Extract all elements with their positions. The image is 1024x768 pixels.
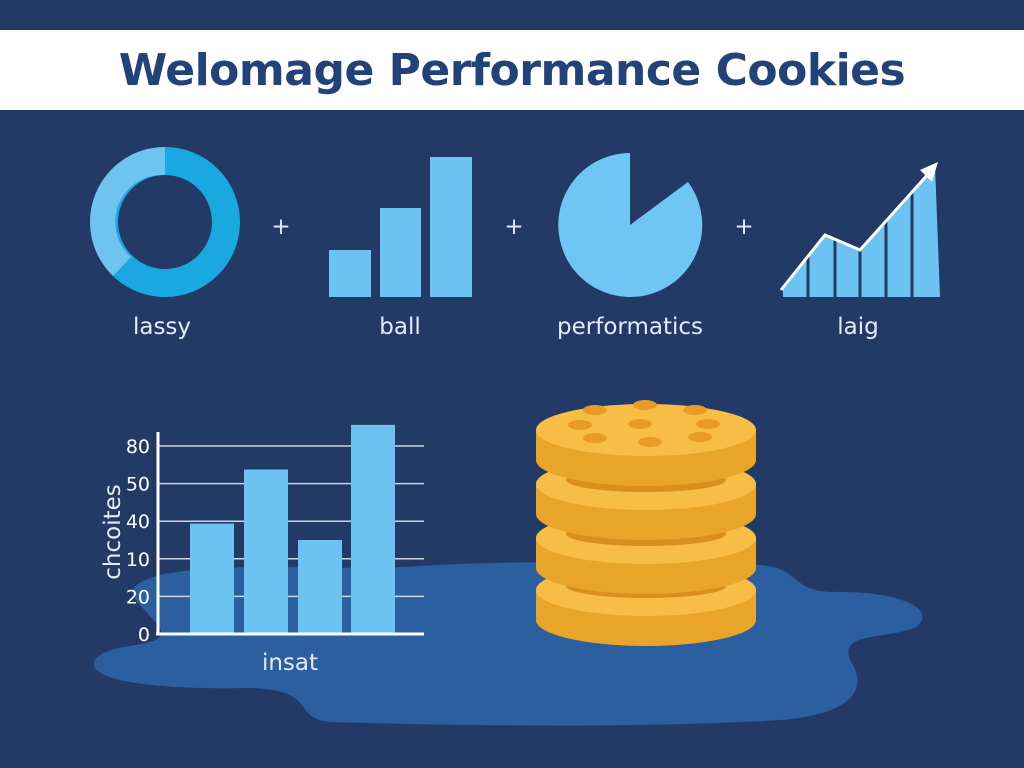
cookie-hole — [568, 420, 592, 430]
y-tick-label: 20 — [126, 586, 150, 608]
cookie-hole — [628, 419, 652, 429]
y-tick-label: 0 — [138, 624, 150, 646]
page-title: Welomage Performance Cookies — [118, 44, 906, 96]
cookie-hole — [688, 432, 712, 442]
plus-separator: + — [734, 214, 753, 240]
bar-chart: 0 20 10 40 50 80 insat chcoites — [100, 424, 424, 676]
x-axis-label: insat — [262, 650, 318, 676]
donut-chart-icon — [90, 147, 240, 297]
cookie-hole — [633, 400, 657, 410]
icon-label: lassy — [133, 314, 191, 340]
bar — [244, 469, 288, 634]
y-tick-label: 50 — [126, 474, 150, 496]
bar — [190, 523, 234, 634]
cookie-stack-icon — [536, 400, 756, 646]
cookie-hole — [696, 419, 720, 429]
plus-separator: + — [271, 214, 290, 240]
cookie-hole — [683, 405, 707, 415]
cookie-hole — [583, 433, 607, 443]
bar — [298, 540, 342, 634]
cookie-hole — [583, 405, 607, 415]
plus-separator: + — [504, 214, 523, 240]
icon-label: laig — [837, 314, 878, 340]
y-tick-label: 10 — [126, 549, 150, 571]
trend-chart-icon — [779, 162, 940, 297]
cookie-top — [536, 404, 756, 456]
title-banner: Welomage Performance Cookies — [0, 30, 1024, 110]
y-tick-label: 80 — [126, 436, 150, 458]
icon-label: ball — [379, 314, 420, 340]
pie-chart-icon — [558, 153, 703, 297]
bar — [351, 424, 395, 634]
cookie-hole — [638, 437, 662, 447]
icon-label: performatics — [557, 314, 703, 340]
bar-chart-icon — [329, 157, 472, 297]
y-tick-label: 40 — [126, 511, 150, 533]
y-axis-label: chcoites — [100, 484, 126, 579]
